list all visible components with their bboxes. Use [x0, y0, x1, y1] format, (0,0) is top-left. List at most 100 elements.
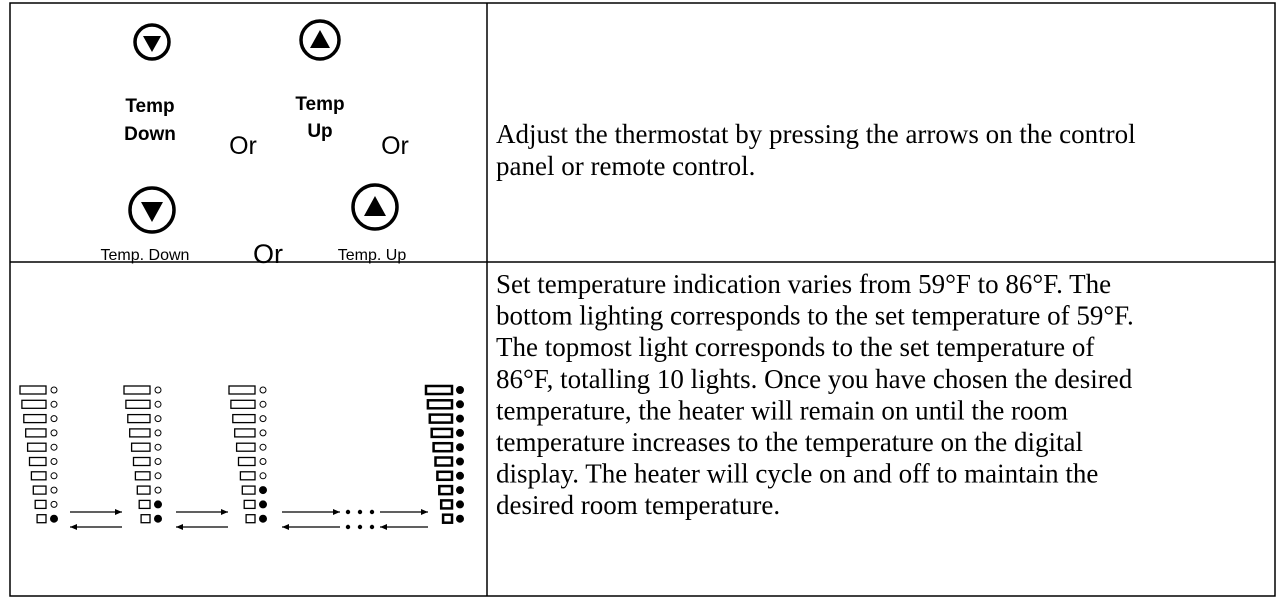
- indicator-light: [154, 386, 162, 394]
- indicator-bar: [230, 399, 256, 409]
- buttons: [128, 19, 399, 234]
- dot: [369, 524, 375, 530]
- dot: [345, 524, 351, 530]
- or-text: Or: [253, 239, 283, 269]
- arrow-head: [115, 509, 122, 515]
- description-line: temperature increases to the temperature…: [496, 427, 1083, 457]
- indicator-light: [50, 386, 58, 394]
- indicator-light: [50, 472, 58, 480]
- indicator-light: [154, 500, 162, 509]
- description-line: panel or remote control.: [496, 151, 755, 181]
- indicator-light: [50, 415, 58, 423]
- arrow-head: [421, 509, 428, 515]
- description-line: Adjust the thermostat by pressing the ar…: [496, 119, 1136, 149]
- indicator-bar: [430, 427, 454, 439]
- indicator-light: [456, 414, 464, 423]
- indicator-light: [154, 472, 162, 480]
- indicator-bar: [239, 471, 256, 481]
- indicator-light: [456, 386, 464, 394]
- arrow-head: [282, 524, 289, 530]
- indicator-bar: [30, 471, 47, 481]
- indicator-bar: [432, 441, 454, 453]
- indicator-light: [456, 428, 464, 437]
- indicator-bar: [130, 442, 151, 452]
- indicator-bar: [439, 499, 454, 510]
- indicator-light: [50, 486, 58, 494]
- indicator-bar: [123, 385, 151, 395]
- indicator-bar: [32, 485, 47, 495]
- indicator-light: [50, 400, 58, 408]
- indicator-bar: [426, 399, 454, 410]
- arrow-head: [176, 524, 183, 530]
- indicator-light: [456, 514, 464, 523]
- indicator-diagram: [19, 384, 464, 530]
- indicator-light: [50, 458, 58, 465]
- indicator-light: [259, 400, 267, 408]
- button-label: Temp. Down: [101, 247, 190, 264]
- indicator-bar: [25, 428, 47, 438]
- button-label: Temp. Up: [338, 247, 407, 264]
- indicator-bar: [237, 456, 256, 467]
- indicator-light: [456, 471, 464, 480]
- indicator-bar: [234, 428, 256, 438]
- indicator-light: [456, 500, 464, 509]
- indicator-bar: [134, 471, 151, 481]
- indicator-light: [50, 514, 58, 523]
- indicator-light: [154, 415, 162, 423]
- description-line: 86°F, totalling 10 lights. Once you have…: [496, 364, 1133, 394]
- indicator-bar: [438, 484, 454, 496]
- button-label: Up: [307, 121, 332, 142]
- indicator-light: [259, 429, 267, 437]
- indicator-bar: [19, 385, 47, 395]
- indicator-bar: [140, 514, 151, 524]
- table-borders: [9, 2, 1276, 597]
- indicator-light: [154, 443, 162, 451]
- indicator-bar: [127, 413, 151, 424]
- indicator-bar: [136, 485, 151, 495]
- indicator-bar: [232, 413, 256, 424]
- button-label: Temp: [295, 94, 344, 115]
- indicator-light: [50, 500, 58, 508]
- indicator-bar: [23, 413, 47, 424]
- dot: [357, 524, 363, 530]
- indicator-light: [259, 443, 267, 451]
- indicator-bar: [28, 456, 47, 467]
- indicator-light: [259, 386, 267, 394]
- dot: [345, 509, 351, 515]
- button-label: Temp: [125, 96, 174, 117]
- indicator-light: [259, 458, 267, 465]
- indicator-light: [259, 415, 267, 423]
- indicator-bar: [428, 413, 454, 424]
- or-text: Or: [229, 132, 257, 160]
- description-line: display. The heater will cycle on and of…: [496, 459, 1098, 489]
- indicator-light: [259, 472, 267, 480]
- indicator-bar: [424, 384, 454, 396]
- indicator-light: [456, 457, 464, 466]
- indicator-bar: [245, 514, 256, 524]
- indicator-bar: [243, 499, 256, 510]
- indicator-bar: [34, 499, 47, 510]
- arrow-head: [380, 524, 387, 530]
- indicator-bar: [138, 499, 151, 510]
- indicator-bar: [26, 442, 47, 452]
- button-label: Down: [124, 124, 176, 145]
- indicator-bar: [125, 399, 151, 409]
- indicator-light: [50, 443, 58, 451]
- indicator-light: [456, 443, 464, 452]
- indicator-light: [154, 514, 162, 523]
- indicator-bar: [441, 513, 454, 524]
- indicator-bar: [132, 456, 151, 467]
- arrow-head: [333, 509, 340, 515]
- indicator-light: [154, 486, 162, 494]
- description-line: bottom lighting corresponds to the set t…: [496, 301, 1134, 331]
- indicator-light: [154, 400, 162, 408]
- indicator-bar: [228, 385, 256, 395]
- description-line: The topmost light corresponds to the set…: [496, 332, 1094, 362]
- indicator-bar: [434, 456, 454, 467]
- indicator-light: [154, 458, 162, 465]
- indicator-bar: [36, 514, 47, 524]
- indicator-light: [456, 486, 464, 495]
- indicator-bar: [436, 470, 454, 482]
- description-line: desired room temperature.: [496, 490, 780, 520]
